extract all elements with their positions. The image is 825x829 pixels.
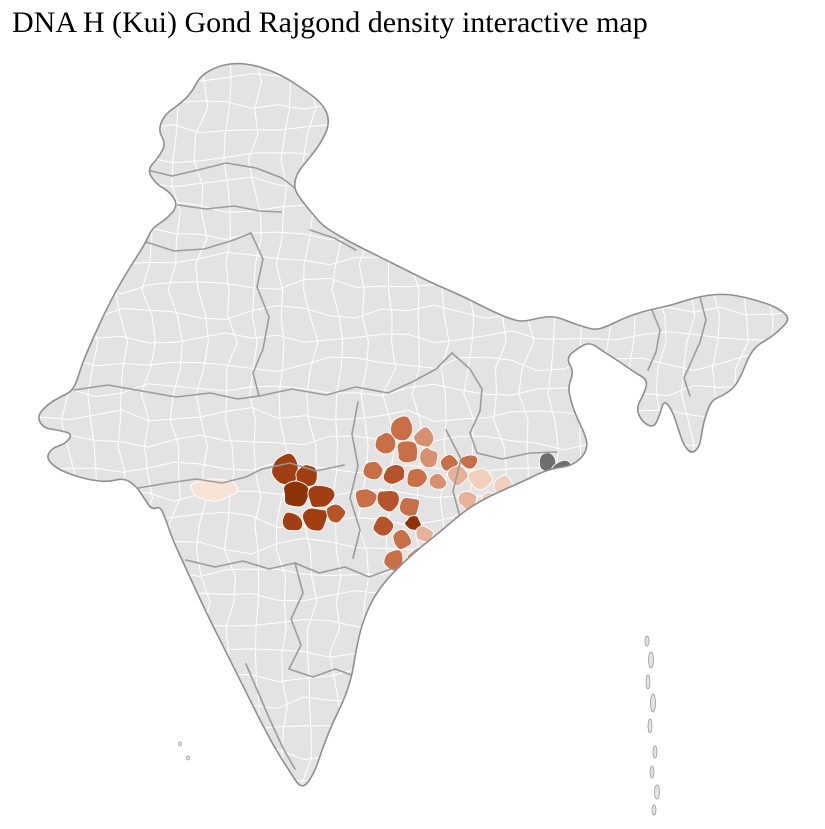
district-region[interactable] (452, 514, 471, 534)
island (648, 651, 654, 669)
district-region[interactable] (283, 480, 310, 508)
district-region[interactable] (513, 482, 533, 502)
island (652, 745, 658, 759)
district-region[interactable] (307, 484, 336, 508)
district-region[interactable] (325, 503, 347, 524)
district-region[interactable] (465, 537, 484, 553)
island (650, 693, 656, 713)
district-region[interactable] (415, 525, 435, 543)
island (644, 635, 650, 647)
island (654, 784, 660, 800)
district-region[interactable] (496, 517, 513, 535)
district-region[interactable] (382, 464, 406, 485)
island (649, 765, 655, 779)
district-region[interactable] (271, 452, 299, 486)
page-title: DNA H (Kui) Gond Rajgond density interac… (12, 6, 648, 39)
district-region[interactable] (392, 528, 412, 550)
district-region[interactable] (428, 472, 448, 490)
district-region[interactable] (474, 517, 494, 538)
island (178, 741, 182, 747)
district-region[interactable] (354, 488, 378, 509)
district-region[interactable] (467, 468, 493, 491)
district-region[interactable] (374, 431, 397, 455)
district-region[interactable] (390, 415, 414, 442)
island (186, 755, 190, 761)
district-region[interactable] (399, 497, 420, 517)
district-region[interactable] (189, 478, 239, 502)
district-region[interactable] (396, 440, 418, 464)
district-region[interactable] (376, 490, 400, 513)
district-region[interactable] (383, 549, 404, 572)
district-region[interactable] (504, 500, 523, 518)
district-region[interactable] (404, 515, 422, 531)
district-region[interactable] (281, 511, 304, 532)
district-region[interactable] (459, 454, 479, 470)
district-region[interactable] (362, 460, 384, 481)
district-region[interactable] (413, 426, 435, 448)
district-region[interactable] (447, 465, 469, 487)
india-landmass[interactable] (38, 63, 788, 786)
island (651, 804, 657, 816)
district-region[interactable] (419, 446, 439, 469)
district-region[interactable] (372, 515, 395, 537)
island (645, 674, 651, 690)
island (647, 718, 653, 734)
district-region[interactable] (406, 467, 428, 488)
india-coastline (38, 62, 789, 787)
